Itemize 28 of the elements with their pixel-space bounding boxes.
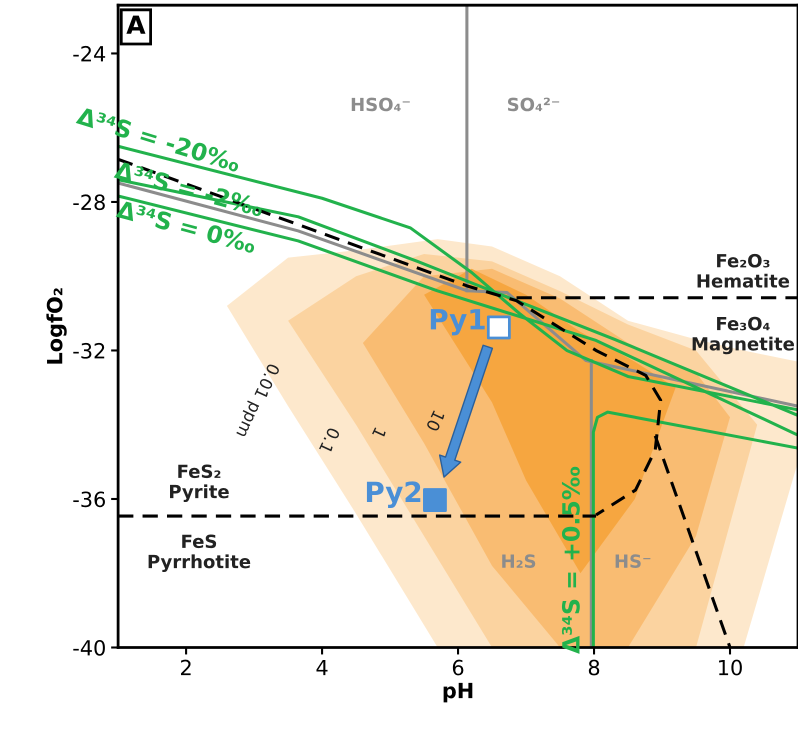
annotation: 0.1 — [318, 426, 340, 454]
chart-title: A — [126, 16, 146, 34]
y-tick-label: -36 — [73, 491, 105, 508]
x-tick-label: 2 — [180, 660, 191, 676]
annotation: 1 — [372, 427, 386, 439]
annotation: Δ³⁴S = +0.5‰ — [562, 466, 580, 654]
annotation: HSO₄⁻ — [352, 98, 410, 112]
annotation: 10 — [426, 410, 446, 432]
annotation: H₂S — [502, 554, 536, 568]
x-tick-label: 4 — [316, 660, 328, 676]
x-tick-label: 8 — [588, 660, 600, 676]
annotation: 0.01 ppm — [233, 362, 280, 438]
annotation: Fe₂O₃ Hematite — [698, 254, 790, 288]
y-tick-label: -32 — [73, 342, 104, 359]
y-tick-label: -40 — [73, 640, 105, 656]
annotation: SO₄²⁻ — [508, 98, 560, 112]
series-label: Py1 — [430, 309, 485, 336]
annotation: Fe₃O₄ Magnetite — [692, 316, 794, 354]
x-tick-label: 6 — [452, 660, 464, 676]
x-axis-title: pH — [444, 682, 472, 702]
annotation: FeS₂ Pyrite — [170, 464, 229, 502]
y-axis-title: LogfO₂ — [46, 288, 67, 364]
x-tick-label: 10 — [719, 660, 742, 676]
annotation: HS⁻ — [616, 554, 650, 568]
y-tick-label: -24 — [73, 46, 106, 62]
annotation: FeS Pyrrhotite — [148, 534, 250, 572]
series-label: Py2 — [366, 481, 420, 508]
y-tick-label: -28 — [73, 194, 105, 210]
